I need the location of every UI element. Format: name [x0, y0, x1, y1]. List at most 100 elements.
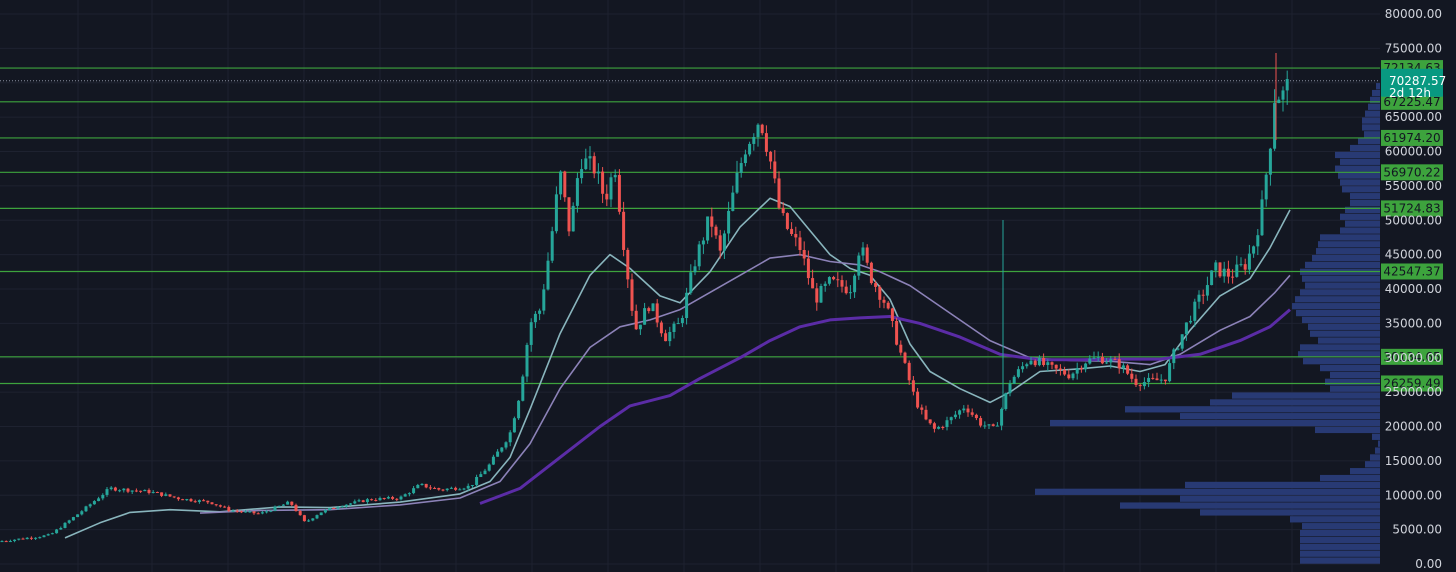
candle-body	[907, 362, 911, 381]
y-tick-label: 0.00	[1415, 557, 1442, 571]
volume-profile	[1035, 83, 1380, 564]
y-tick-label: 30000.00	[1385, 351, 1442, 365]
candle-body	[1088, 358, 1092, 364]
candle-body	[962, 408, 966, 411]
volume-profile-bar	[1340, 158, 1380, 165]
candle-body	[8, 541, 12, 543]
candle-body	[29, 537, 33, 539]
candle-body	[340, 506, 344, 508]
candle-body	[1134, 378, 1138, 386]
candle-body	[1163, 379, 1167, 382]
volume-profile-bar	[1318, 337, 1380, 344]
candle-body	[1067, 374, 1071, 379]
candle-body	[970, 412, 974, 415]
volume-profile-bar	[1200, 509, 1380, 516]
candle-body	[512, 418, 516, 433]
candle-body	[1138, 385, 1142, 387]
candle-body	[1168, 363, 1172, 382]
volume-profile-bar	[1378, 440, 1380, 447]
y-tick-label: 35000.00	[1385, 316, 1442, 330]
candle-body	[500, 447, 504, 452]
candle-body	[92, 501, 96, 505]
candle-body	[151, 491, 155, 493]
candle-body	[252, 511, 256, 514]
candle-body	[659, 322, 663, 334]
candle-body	[1016, 369, 1020, 377]
candle-body	[613, 174, 617, 178]
candle-body	[1268, 148, 1272, 175]
level-label: 67225.47	[1383, 95, 1440, 109]
candle-body	[550, 231, 554, 261]
candle-body	[836, 279, 840, 281]
level-label: 56970.22	[1383, 165, 1440, 179]
volume-profile-bar	[1370, 96, 1380, 104]
candle-body	[1210, 270, 1214, 286]
candle-body	[332, 508, 336, 510]
candle-body	[790, 228, 794, 234]
candle-body	[248, 511, 252, 513]
candle-body	[496, 451, 500, 457]
candle-body	[193, 501, 197, 503]
candle-body	[525, 344, 529, 377]
volume-profile-bar	[1305, 282, 1380, 289]
candle-body	[466, 485, 470, 489]
candle-body	[1151, 377, 1155, 379]
candle-body	[67, 520, 71, 523]
candle-body	[1012, 376, 1016, 384]
candle-body	[349, 503, 353, 505]
candle-body	[1281, 90, 1285, 100]
candle-body	[290, 501, 294, 505]
candle-body	[748, 143, 752, 155]
volume-profile-bar	[1125, 406, 1380, 413]
candle-body	[1008, 383, 1012, 394]
volume-profile-bar	[1180, 413, 1380, 420]
candle-body	[59, 527, 63, 530]
candle-body	[101, 494, 105, 499]
candle-body	[819, 286, 823, 303]
candle-body	[479, 474, 483, 477]
candle-body	[844, 286, 848, 294]
candle-body	[433, 488, 437, 490]
candle-body	[227, 507, 231, 511]
volume-profile-bar	[1120, 502, 1380, 509]
candle-body	[1184, 322, 1188, 335]
candle-body	[34, 537, 38, 539]
candle-body	[353, 501, 357, 504]
y-tick-label: 10000.00	[1385, 488, 1442, 502]
candle-body	[378, 497, 382, 501]
candle-body	[798, 237, 802, 251]
volume-profile-bar	[1320, 364, 1380, 372]
candle-body	[890, 308, 894, 321]
candle-body	[197, 500, 201, 502]
candle-body	[109, 487, 113, 490]
candle-body	[1273, 103, 1277, 149]
candle-body	[638, 324, 642, 330]
candle-body	[223, 506, 227, 508]
candle-body	[1226, 268, 1230, 277]
candle-body	[424, 483, 428, 488]
candle-body	[769, 151, 773, 162]
candle-body	[1205, 285, 1209, 296]
candle-body	[97, 498, 101, 502]
volume-profile-bar	[1362, 124, 1380, 131]
volume-profile-bar	[1350, 144, 1380, 152]
candle-body	[727, 210, 731, 234]
horizontal-levels[interactable]: 72134.6367225.4761974.2056970.2251724.83…	[0, 60, 1443, 392]
candle-body	[655, 303, 659, 323]
candle-body	[706, 216, 710, 241]
volume-profile-bar	[1345, 206, 1380, 214]
candle-body	[840, 280, 844, 287]
level-label: 51724.83	[1383, 201, 1440, 215]
candle-body	[122, 488, 126, 491]
candle-body	[1004, 393, 1008, 409]
candles	[0, 53, 1289, 543]
candle-body	[382, 497, 386, 499]
volume-profile-bar	[1370, 454, 1380, 461]
candle-body	[428, 487, 432, 489]
volume-profile-bar	[1362, 117, 1380, 124]
candle-body	[403, 494, 407, 497]
candle-body	[458, 489, 462, 491]
candle-body	[344, 504, 348, 507]
candle-body	[546, 260, 550, 290]
